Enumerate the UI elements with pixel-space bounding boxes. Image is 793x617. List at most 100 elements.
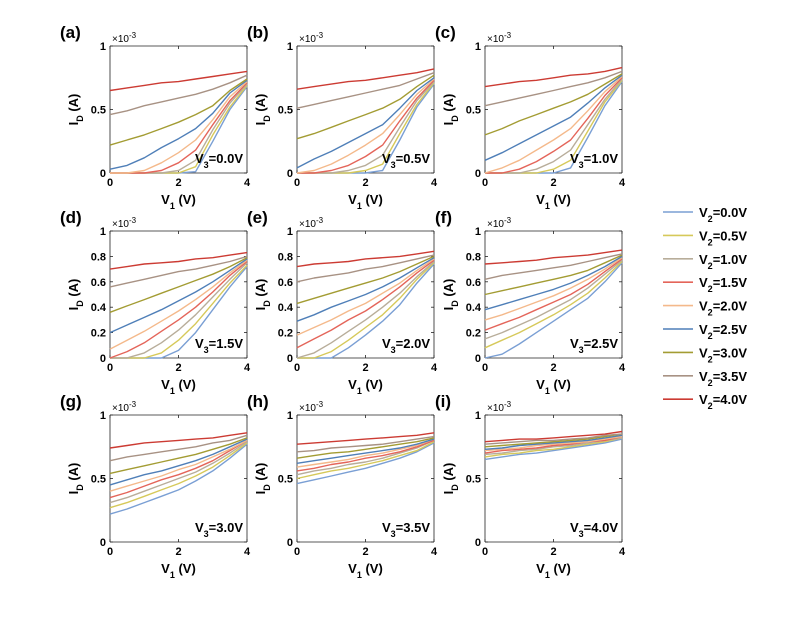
x-axis-label: V1 (V): [161, 561, 196, 580]
legend-item-v2-4-0v: V2=4.0V: [663, 392, 747, 411]
y-axis-label: ID (A): [66, 94, 85, 126]
y-tick-label: 0.2: [466, 328, 481, 340]
x-axis-label: V1 (V): [536, 192, 571, 211]
panel-letter: (f): [435, 208, 452, 227]
y-tick-label: 0.5: [91, 105, 106, 117]
series-line-v2-2-0v: [110, 81, 248, 174]
panel-letter: (b): [247, 23, 269, 42]
y-axis-label: ID (A): [66, 279, 85, 311]
series-line-v2-2-5v: [484, 434, 623, 450]
y-tick-label: 0.5: [466, 105, 481, 117]
legend-label: V2=3.0V: [699, 345, 747, 364]
series-line-v2-4-0v: [109, 251, 248, 270]
y-tick-label: 0: [287, 537, 293, 549]
x-tick-label: 2: [175, 177, 181, 189]
panel-letter: (a): [60, 23, 81, 42]
y-tick-label: 0: [100, 168, 106, 180]
legend-item-v2-2-0v: V2=2.0V: [663, 299, 747, 318]
panel-c: (c) ×10-3 0 2 4 0 0.5 1 V1 (V) ID (A) V3=1.0V: [435, 23, 626, 211]
series-line-v2-0-0v: [484, 438, 623, 461]
x-tick-label: 4: [431, 546, 438, 558]
legend-label: V2=1.0V: [699, 252, 747, 271]
series-line-v2-1-0v: [109, 441, 248, 504]
legend-item-v2-2-5v: V2=2.5V: [663, 322, 747, 341]
series-line-v2-1-5v: [484, 435, 623, 454]
y-tick-label: 1: [287, 410, 293, 422]
x-tick-label: 2: [362, 546, 368, 558]
series-line-v2-2-5v: [109, 79, 248, 170]
v3-annotation: V3=0.0V: [195, 151, 243, 170]
y-tick-label: 1: [100, 41, 106, 53]
series-line-v2-4-0v: [484, 66, 623, 88]
x-tick-label: 0: [294, 546, 300, 558]
y-tick-label: 1: [100, 410, 106, 422]
series-line-v2-4-0v: [296, 250, 435, 268]
legend: V2=0.0V V2=0.5V V2=1.0V V2=1.5V V2=2.0V V2=2.…: [663, 205, 747, 411]
series-line-v2-1-0v: [110, 262, 248, 359]
x-tick-label: 2: [550, 546, 556, 558]
series-line-v2-2-0v: [484, 75, 623, 174]
legend-label: V2=1.5V: [699, 275, 747, 294]
series-line-v2-2-0v: [109, 439, 248, 492]
y-tick-label: 0.6: [466, 277, 481, 289]
series-line-v2-1-5v: [484, 258, 623, 331]
y-axis-label: ID (A): [66, 463, 85, 495]
legend-item-v2-1-0v: V2=1.0V: [663, 252, 747, 271]
x-tick-label: 0: [482, 546, 488, 558]
series-line-v2-1-5v: [297, 79, 435, 174]
panel-f: (f) ×10-3 0 2 4 0 0.2 0.4 0.6 0.8 1 V1 (V) ID (A) V3=…: [435, 208, 626, 396]
y-tick-label: 0.5: [466, 474, 481, 486]
y-tick-label: 0.6: [91, 277, 106, 289]
x-axis-label: V1 (V): [161, 192, 196, 211]
series-line-v2-2-5v: [109, 438, 248, 486]
y-tick-label: 1: [475, 410, 481, 422]
x-tick-label: 2: [550, 362, 556, 374]
y-axis-label: ID (A): [441, 94, 460, 126]
series-line-v2-3-5v: [484, 433, 623, 445]
series-line-v2-4-0v: [484, 430, 623, 443]
series-line-v2-3-5v: [296, 72, 435, 109]
x-axis-label: V1 (V): [536, 561, 571, 580]
x-tick-label: 4: [244, 177, 251, 189]
legend-label: V2=2.5V: [699, 322, 747, 341]
exponent-label: ×10-3: [487, 31, 512, 46]
x-axis-label: V1 (V): [348, 561, 383, 580]
series-line-v2-3-5v: [484, 253, 623, 280]
series-line-v2-1-0v: [484, 259, 623, 340]
series-line-v2-3-0v: [296, 255, 435, 305]
panel-a: (a) ×10-3 0 2 4 0 0.5 1 V1 (V) ID (A) V3=0.0V: [60, 23, 251, 211]
series-line-v2-0-0v: [296, 442, 435, 485]
series-line-v2-0-5v: [484, 437, 623, 458]
panel-d: (d) ×10-3 0 2 4 0 0.2 0.4 0.6 0.8 1 V1 (V) ID (A) V3=…: [60, 208, 251, 396]
x-tick-label: 4: [244, 362, 251, 374]
series-line-v2-4-0v: [109, 70, 248, 92]
series-line-v2-2-0v: [109, 259, 248, 350]
series-line-v2-0-0v: [109, 443, 248, 515]
series-line-v2-2-5v: [296, 77, 435, 169]
y-tick-label: 0: [100, 353, 106, 365]
series-line-v2-3-0v: [296, 74, 435, 140]
panel-letter: (c): [435, 23, 456, 42]
exponent-label: ×10-3: [299, 400, 324, 415]
series-line-v2-4-0v: [296, 432, 435, 445]
x-tick-label: 0: [107, 546, 113, 558]
series-line-v2-0-5v: [297, 262, 435, 359]
series-line-v2-0-5v: [484, 260, 623, 349]
series-line-v2-4-0v: [484, 249, 623, 265]
x-tick-label: 4: [431, 177, 438, 189]
panel-letter: (i): [435, 392, 451, 411]
panel-letter: (d): [60, 208, 82, 227]
series-line-v2-0-5v: [110, 264, 248, 359]
series-line-v2-1-0v: [297, 81, 435, 174]
panel-i: (i) ×10-3 0 2 4 0 0.5 1 V1 (V) ID (A) V3=4.0V: [435, 392, 626, 580]
series-line-v2-3-0v: [484, 433, 623, 448]
x-tick-label: 2: [362, 362, 368, 374]
exponent-label: ×10-3: [487, 216, 512, 231]
series-line-v2-2-0v: [484, 257, 623, 321]
x-tick-label: 4: [619, 546, 626, 558]
series-line-v2-3-5v: [109, 434, 248, 462]
x-tick-label: 2: [550, 177, 556, 189]
series-line-v2-2-5v: [484, 255, 623, 311]
legend-label: V2=0.5V: [699, 228, 747, 247]
